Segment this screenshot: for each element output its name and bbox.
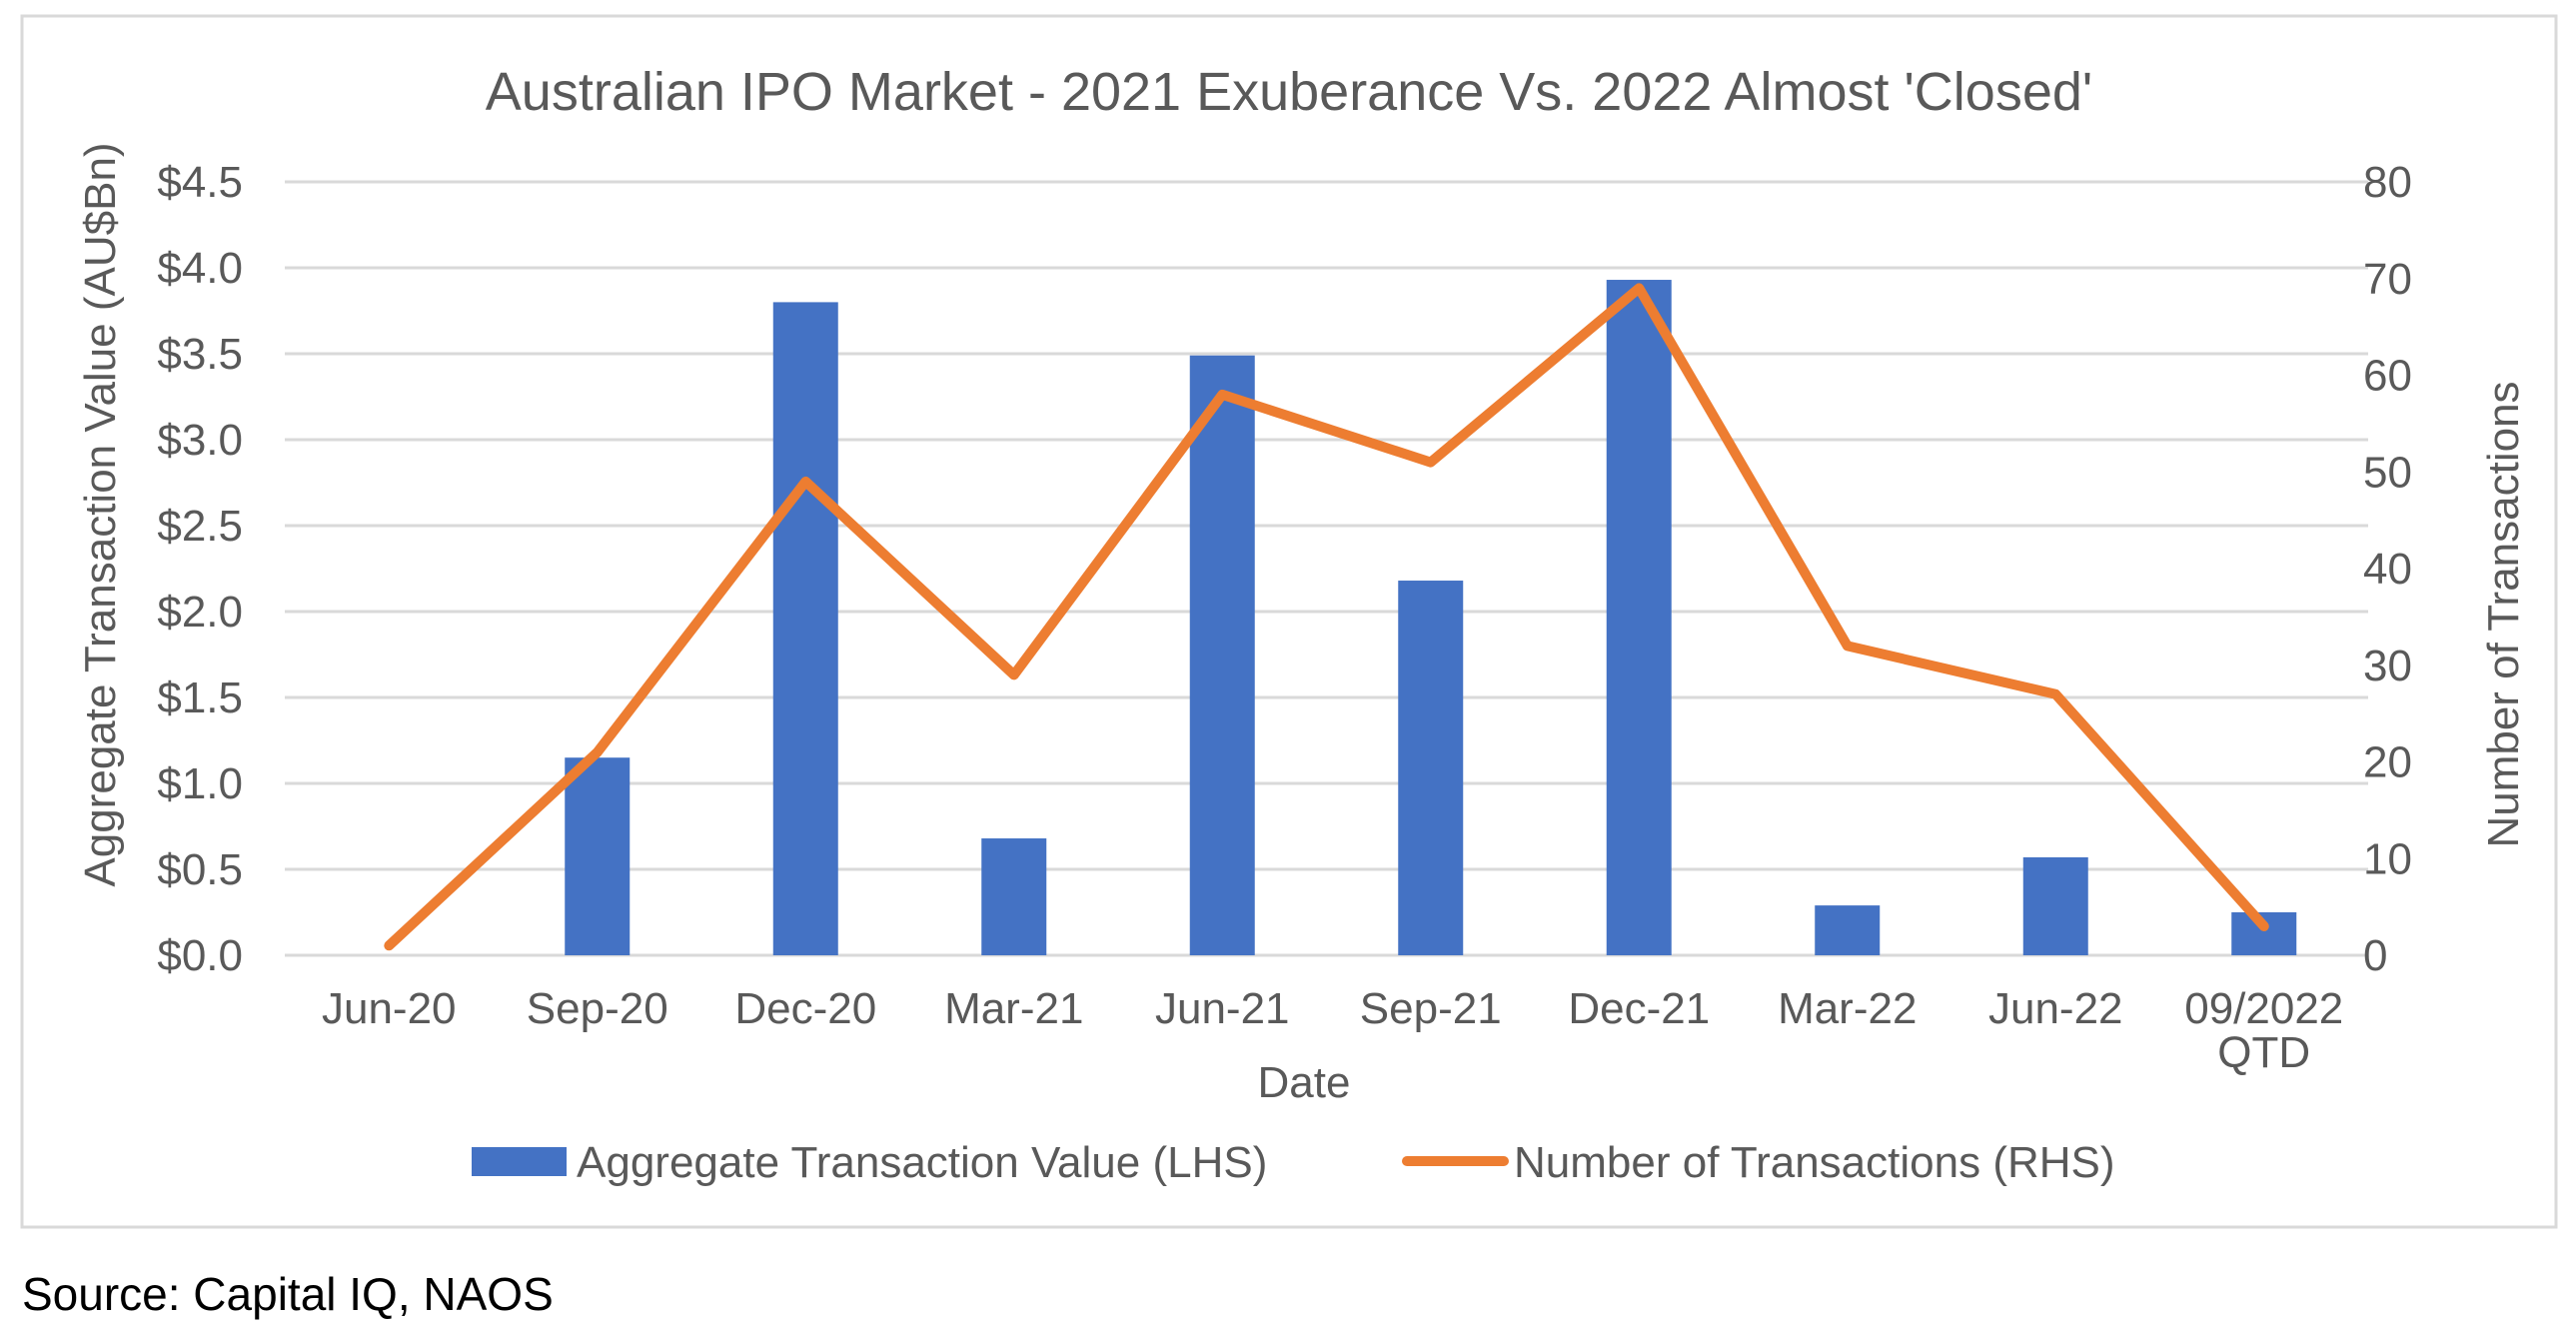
y2-tick-label: 0 <box>2363 931 2387 980</box>
legend-swatch-bar <box>472 1147 567 1176</box>
y2-axis-title: Number of Transactions <box>2479 381 2528 847</box>
gridlines <box>285 180 2368 957</box>
line-point <box>385 941 394 950</box>
x-tick-label: Jun-20 <box>322 984 457 1033</box>
y-tick-label: $2.0 <box>157 588 243 637</box>
legend-label-bar: Aggregate Transaction Value (LHS) <box>577 1138 1267 1187</box>
y2-tick-label: 20 <box>2363 738 2412 787</box>
bar <box>1815 905 1881 955</box>
y2-tick-label: 80 <box>2363 158 2412 207</box>
bar-series <box>565 280 2297 956</box>
y2-tick-label: 70 <box>2363 255 2412 304</box>
y2-tick-label: 60 <box>2363 352 2412 401</box>
bar <box>1398 581 1464 955</box>
bar <box>1606 280 1672 955</box>
chart-frame <box>20 14 2558 1229</box>
y-axis-title: Aggregate Transaction Value (AU$Bn) <box>76 142 125 886</box>
bar <box>1189 355 1255 956</box>
line-point <box>1218 390 1227 399</box>
x-tick-label: 09/2022 QTD <box>2184 984 2343 1077</box>
y-tick-label: $1.5 <box>157 673 243 722</box>
x-tick-label: Mar-21 <box>944 984 1083 1033</box>
x-axis-ticks: Jun-20 Sep-20 Dec-20 Mar-21 Jun-21 Sep-21 Dec-… <box>322 984 2343 1077</box>
line-series-path <box>384 283 2269 951</box>
x-tick-label: Sep-21 <box>1360 984 1502 1033</box>
y2-tick-label: 10 <box>2363 834 2412 883</box>
y-tick-label: $2.5 <box>157 502 243 551</box>
bar <box>772 302 838 955</box>
legend: Aggregate Transaction Value (LHS) Number… <box>472 1138 2115 1187</box>
chart-title: Australian IPO Market - 2021 Exuberance … <box>486 62 2092 122</box>
line-point <box>1009 670 1018 679</box>
bar <box>565 757 631 955</box>
legend-label-line: Number of Transactions (RHS) <box>1514 1138 2115 1187</box>
x-tick-label: Dec-20 <box>734 984 876 1033</box>
line-point <box>801 477 810 486</box>
x-tick-label: Jun-22 <box>1988 984 2123 1033</box>
y-tick-label: $3.5 <box>157 330 243 379</box>
line-point <box>1843 642 1852 651</box>
y2-tick-label: 50 <box>2363 448 2412 497</box>
y2-tick-label: 30 <box>2363 642 2412 690</box>
left-axis-ticks: $0.0 $0.5 $1.0 $1.5 $2.0 $2.5 $3.0 $3.5 $4.0 $4.5 <box>157 158 243 980</box>
y-tick-label: $4.0 <box>157 244 243 293</box>
line-point <box>1426 458 1435 467</box>
line-point <box>1635 284 1644 293</box>
y-tick-label: $3.0 <box>157 416 243 465</box>
x-tick-label: Dec-21 <box>1568 984 1710 1033</box>
y-tick-label: $4.5 <box>157 158 243 207</box>
y-tick-label: $1.0 <box>157 759 243 808</box>
bar <box>2231 912 2297 955</box>
line-series <box>384 283 2269 951</box>
line-point <box>593 747 602 756</box>
x-axis-title: Date <box>1258 1058 1351 1107</box>
right-axis-ticks: 0 10 20 30 40 50 60 70 80 <box>2363 158 2412 980</box>
y-tick-label: $0.5 <box>157 845 243 894</box>
x-tick-label: Mar-22 <box>1778 984 1917 1033</box>
bar <box>2022 856 2088 955</box>
x-tick-label: Sep-20 <box>527 984 668 1033</box>
line-point <box>2051 689 2060 698</box>
source-note: Source: Capital IQ, NAOS <box>22 1268 554 1320</box>
line-point <box>2259 921 2268 930</box>
x-tick-label: Jun-21 <box>1155 984 1290 1033</box>
bar <box>981 838 1047 955</box>
y2-tick-label: 40 <box>2363 545 2412 594</box>
y-tick-label: $0.0 <box>157 931 243 980</box>
